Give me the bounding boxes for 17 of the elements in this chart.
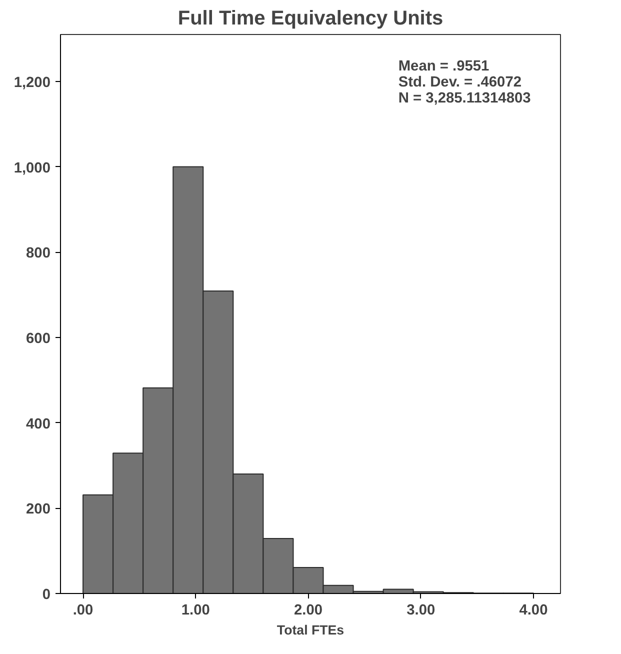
- chart-title: Full Time Equivalency Units: [178, 8, 444, 30]
- annotation: Mean = .9551: [398, 58, 490, 74]
- y-tick-label: 1,000: [14, 160, 51, 176]
- y-tick-label: 600: [26, 330, 51, 347]
- x-tick-label: 1.00: [181, 602, 210, 618]
- x-tick-label: .00: [72, 602, 94, 618]
- y-tick-label: 400: [26, 416, 51, 432]
- y-tick-label: 200: [26, 502, 51, 518]
- x-tick-label: 2.00: [294, 602, 323, 618]
- annotation: N = 3,285.11314803: [398, 90, 531, 106]
- y-tick-label: 0: [42, 587, 51, 603]
- y-tick-label: 800: [26, 246, 51, 262]
- x-tick-label: 3.00: [406, 602, 436, 618]
- y-tick-label: 1,200: [14, 74, 51, 91]
- annotation: Std. Dev. = .46072: [398, 74, 522, 90]
- x-tick-label: 4.00: [519, 602, 548, 618]
- x-axis-title: Total FTEs: [276, 622, 344, 638]
